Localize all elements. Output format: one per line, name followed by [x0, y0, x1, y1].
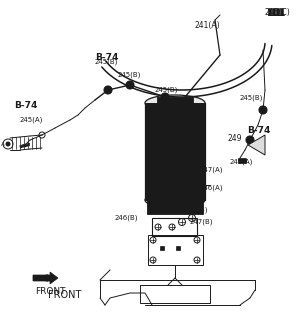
Bar [276, 8, 279, 15]
Circle shape [193, 181, 201, 189]
Bar [176, 246, 180, 250]
Text: 245(B): 245(B) [155, 87, 178, 93]
Bar [163, 173, 173, 181]
Circle shape [128, 83, 132, 87]
Bar [280, 8, 283, 15]
Text: 245(B): 245(B) [95, 59, 118, 65]
Bar [157, 97, 193, 109]
Polygon shape [33, 275, 56, 281]
Bar [238, 158, 246, 163]
Circle shape [261, 108, 265, 112]
Text: 245(C): 245(C) [265, 7, 291, 17]
Bar [272, 8, 275, 15]
Text: FRONT: FRONT [48, 290, 81, 300]
Bar [140, 285, 210, 303]
Bar [148, 235, 203, 265]
Text: A: A [1, 141, 5, 147]
Bar [147, 198, 203, 214]
Circle shape [259, 106, 267, 114]
Bar [153, 170, 197, 200]
Bar [160, 246, 164, 250]
Text: 241(A): 241(A) [195, 20, 221, 29]
Circle shape [161, 93, 169, 101]
Bar [145, 103, 205, 200]
Ellipse shape [145, 95, 205, 111]
Circle shape [6, 142, 10, 146]
Text: FRONT: FRONT [35, 287, 66, 297]
Circle shape [126, 81, 134, 89]
Bar [152, 218, 197, 236]
Text: B-74: B-74 [14, 100, 37, 109]
Circle shape [106, 88, 110, 92]
Text: B-74: B-74 [247, 125, 270, 134]
Text: B-74: B-74 [95, 52, 118, 61]
Circle shape [248, 138, 252, 142]
Text: 247(A): 247(A) [200, 167, 223, 173]
Text: 246(A): 246(A) [200, 185, 223, 191]
Circle shape [104, 86, 112, 94]
Text: 245(A): 245(A) [20, 117, 43, 123]
Bar [268, 8, 271, 15]
Text: 245(A): 245(A) [230, 159, 253, 165]
Text: 246(B): 246(B) [115, 215, 139, 221]
Text: 247(B): 247(B) [190, 219, 214, 225]
Text: 245(B): 245(B) [118, 72, 141, 78]
Circle shape [163, 95, 167, 99]
Polygon shape [33, 272, 58, 284]
Polygon shape [248, 135, 265, 155]
Text: 249: 249 [228, 133, 243, 142]
Text: 247(B): 247(B) [185, 207, 208, 213]
Text: 245(B): 245(B) [240, 95, 263, 101]
Circle shape [246, 136, 254, 144]
Ellipse shape [145, 192, 205, 208]
